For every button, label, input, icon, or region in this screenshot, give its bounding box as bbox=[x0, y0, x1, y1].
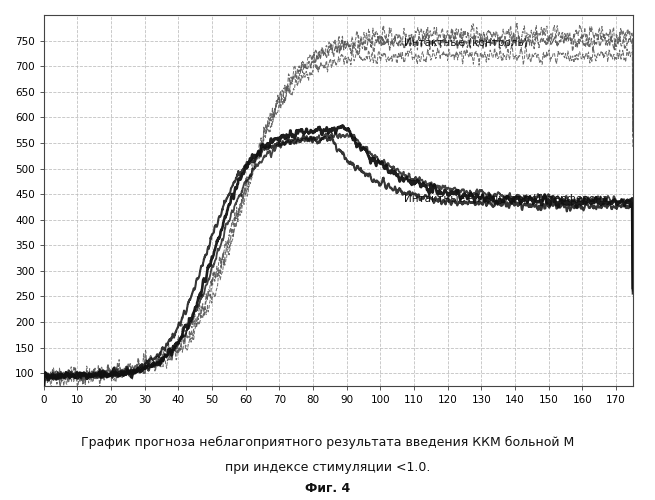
Text: при индексе стимуляции <1.0.: при индексе стимуляции <1.0. bbox=[225, 461, 430, 474]
Text: Интактные+ Индуктор Интерферона: Интактные+ Индуктор Интерферона bbox=[404, 194, 608, 204]
Text: Интактные (контроль): Интактные (контроль) bbox=[404, 38, 527, 48]
Text: График прогноза неблагоприятного результата введения ККМ больной М: График прогноза неблагоприятного результ… bbox=[81, 436, 574, 449]
Text: Фиг. 4: Фиг. 4 bbox=[305, 482, 350, 496]
